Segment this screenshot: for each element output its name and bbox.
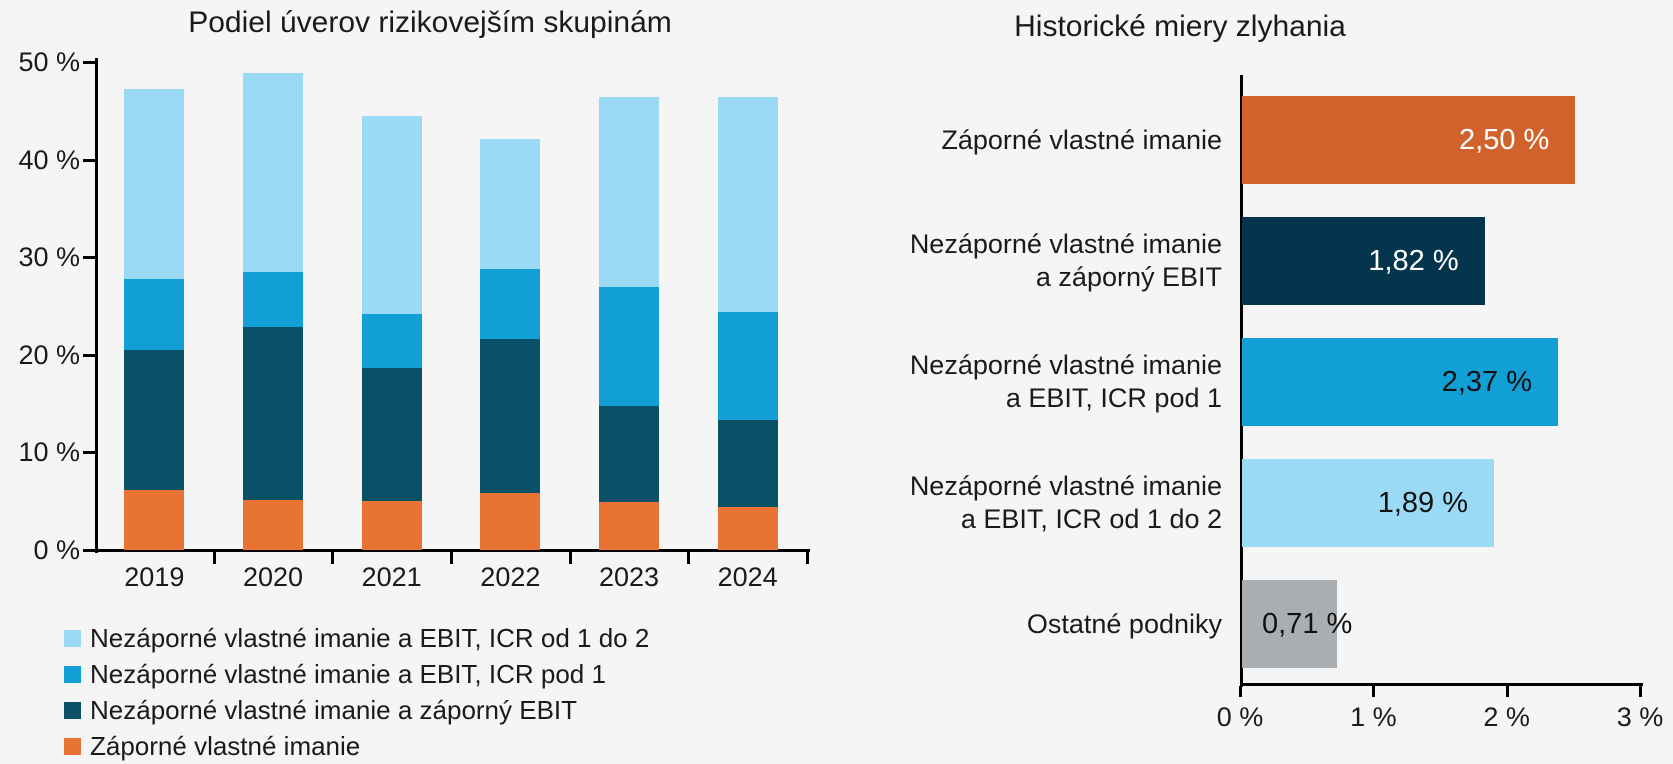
- bar-segment-zaporne-imanie: [361, 501, 422, 550]
- right-chart-title: Historické miery zlyhania: [1014, 10, 1346, 43]
- y-axis-tick-label: 0 %: [33, 535, 80, 565]
- hbar-ostatne-podniky: [1242, 580, 1337, 668]
- x-axis-tick: [1239, 686, 1242, 697]
- bar-segment-zaporny-ebit: [599, 405, 659, 503]
- hbar-zaporny-ebit: 1,82 %: [1242, 217, 1485, 305]
- x-axis-tick: [450, 552, 453, 564]
- category-label-line: Ostatné podniky: [1026, 608, 1222, 639]
- bar-value-label: 0,71 %: [1262, 608, 1353, 640]
- x-axis-line: [95, 549, 811, 552]
- category-label: Záporné vlastné imanie: [850, 96, 1222, 184]
- bar-value-label: 1,82 %: [1368, 245, 1459, 277]
- category-label-line: Nezáporné vlastné imanie: [909, 229, 1222, 259]
- x-axis-category-label: 2019: [124, 562, 185, 592]
- legend-label: Nezáporné vlastné imanie a záporný EBIT: [90, 695, 578, 725]
- bar-segment-icr-1-do-2: [480, 139, 541, 269]
- bar-segment-zaporne-imanie: [599, 502, 659, 550]
- y-axis-line: [1240, 75, 1243, 687]
- legend-swatch: [64, 666, 81, 683]
- category-label-line: Nezáporné vlastné imanie: [909, 471, 1222, 501]
- bar-value-label: 2,37 %: [1441, 366, 1532, 398]
- y-axis-tick: [83, 61, 95, 64]
- y-axis-tick-label: 30 %: [18, 242, 80, 273]
- category-label: Nezáporné vlastné imanie a EBIT, ICR pod …: [850, 338, 1222, 426]
- x-axis-category-label: 2020: [242, 562, 304, 592]
- y-axis-tick: [83, 451, 95, 455]
- category-label: Nezáporné vlastné imanie a EBIT, ICR od 1…: [850, 459, 1222, 547]
- bar-segment-zaporne-imanie: [480, 493, 541, 550]
- y-axis-tick: [83, 256, 95, 260]
- hbar-icr-pod-1: 2,37 %: [1242, 338, 1558, 426]
- legend-label: Nezáporné vlastné imanie a EBIT, ICR od …: [90, 623, 650, 653]
- bar-segment-icr-1-do-2: [361, 115, 422, 314]
- bar-segment-icr-1-do-2: [243, 72, 303, 272]
- bar-segment-zaporny-ebit: [717, 420, 778, 508]
- legend-swatch: [64, 702, 81, 719]
- y-axis-tick: [83, 353, 95, 357]
- bar-segment-icr-pod-1: [480, 268, 541, 340]
- legend-label: Nezáporné vlastné imanie a EBIT, ICR pod…: [90, 659, 606, 689]
- y-axis-tick: [83, 549, 95, 552]
- x-axis-category-label: 2024: [717, 562, 778, 592]
- hbar-zaporne-imanie: 2,50 %: [1242, 96, 1576, 184]
- bar-segment-icr-pod-1: [124, 278, 185, 350]
- x-axis-tick-label: 2 %: [1483, 702, 1530, 732]
- legend-swatch: [64, 738, 81, 755]
- category-label-line: a záporný EBIT: [1035, 262, 1222, 292]
- category-label-line: Nezáporné vlastné imanie: [909, 350, 1222, 380]
- bar-segment-icr-1-do-2: [599, 97, 659, 288]
- bar-value-label: 2,50 %: [1459, 124, 1550, 156]
- hbar-icr-1-do-2: 1,89 %: [1242, 459, 1494, 547]
- category-label-line: a EBIT, ICR od 1 do 2: [960, 504, 1222, 534]
- bar-segment-icr-pod-1: [599, 287, 659, 406]
- y-axis-tick-label: 40 %: [18, 144, 80, 175]
- x-axis-tick: [331, 552, 335, 564]
- x-axis-tick: [806, 552, 810, 564]
- legend-swatch: [64, 630, 81, 647]
- y-axis-line: [95, 58, 98, 553]
- bar-segment-icr-pod-1: [243, 271, 303, 328]
- x-axis-line: [1240, 683, 1643, 686]
- bar-segment-zaporny-ebit: [361, 368, 422, 502]
- x-axis-tick: [1639, 686, 1642, 697]
- category-label-line: Záporné vlastné imanie: [941, 124, 1222, 155]
- x-axis-tick-label: 3 %: [1616, 702, 1664, 732]
- left-chart-title: Podiel úverov rizikovejším skupinám: [188, 6, 672, 39]
- x-axis-tick-label: 0 %: [1216, 702, 1264, 732]
- x-axis-tick: [1505, 686, 1509, 697]
- x-axis-tick-label: 1 %: [1350, 702, 1397, 732]
- x-axis-tick: [568, 552, 572, 564]
- y-axis-tick: [83, 158, 95, 162]
- bar-segment-icr-pod-1: [717, 311, 778, 421]
- x-axis-category-label: 2022: [480, 562, 541, 592]
- bar-segment-zaporny-ebit: [124, 349, 185, 491]
- bar-segment-zaporne-imanie: [717, 507, 778, 550]
- x-axis-tick: [1372, 686, 1376, 697]
- x-axis-tick: [212, 552, 216, 564]
- y-axis-tick-label: 20 %: [18, 339, 80, 370]
- x-axis-category-label: 2021: [361, 562, 422, 592]
- legend-label: Záporné vlastné imanie: [90, 731, 361, 761]
- x-axis-tick: [687, 552, 691, 564]
- stacked-bar-chart-panel: Podiel úverov rizikovejším skupinám 0 % 1…: [18, 6, 811, 761]
- y-axis-tick-label: 50 %: [18, 47, 80, 77]
- bar-segment-zaporne-imanie: [124, 490, 185, 550]
- bar-segment-zaporny-ebit: [243, 327, 303, 501]
- category-label-line: a EBIT, ICR pod 1: [1005, 383, 1222, 413]
- bar-segment-zaporny-ebit: [480, 339, 541, 494]
- y-axis-tick-label: 10 %: [18, 437, 80, 468]
- bar-segment-icr-1-do-2: [717, 97, 778, 312]
- horizontal-bar-chart-panel: Historické miery zlyhania 0 % 1 % 2 % 3 % 2,…: [850, 0, 1673, 764]
- bar-segment-icr-1-do-2: [124, 89, 185, 279]
- bar-segment-zaporne-imanie: [243, 500, 303, 550]
- category-label: Ostatné podniky: [850, 580, 1222, 668]
- category-label: Nezáporné vlastné imanie a záporný EBIT: [850, 217, 1222, 305]
- bar-value-label: 1,89 %: [1377, 487, 1468, 519]
- x-axis-category-label: 2023: [598, 562, 660, 592]
- bar-segment-icr-pod-1: [361, 313, 422, 369]
